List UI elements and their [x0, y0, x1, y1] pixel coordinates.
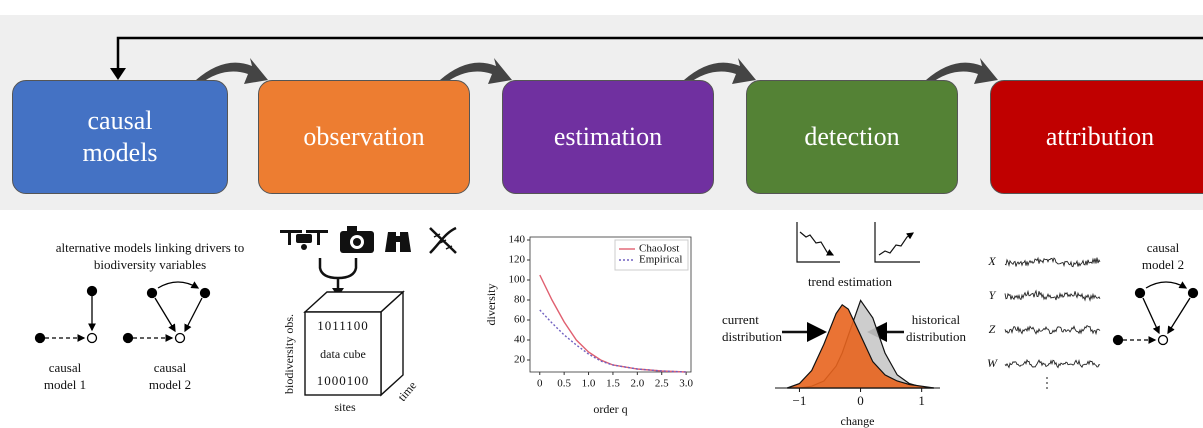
x-axis-label: change: [841, 414, 875, 428]
y-tick-label: 60: [514, 314, 526, 326]
x-axis-label: order q: [593, 402, 627, 416]
variable-label: X: [987, 254, 996, 268]
time-series: [1005, 258, 1100, 368]
observation-icons: [280, 226, 456, 253]
y-axis-label: diversity: [484, 284, 498, 326]
diagram: biodiversity obs. 1011100 data cube 1000…: [0, 0, 1203, 428]
series-line: [1005, 360, 1100, 368]
y-tick-label: 80: [514, 294, 526, 306]
causal-graphs: [36, 282, 1198, 345]
series-annotation: current distribution: [722, 312, 792, 346]
stage-box: observation: [258, 80, 470, 194]
x-tick-label: 0: [537, 378, 543, 390]
x-tick-label: 2.0: [630, 378, 644, 390]
cube-row: 1011100: [317, 318, 369, 333]
stage-box: detection: [746, 80, 958, 194]
x-tick-label: 3.0: [679, 378, 693, 390]
series-annotation: historical distribution: [896, 312, 976, 346]
model-label: causal model 2: [140, 360, 200, 394]
x-tick-label: 1.5: [606, 378, 620, 390]
x-tick-label: 1: [918, 393, 925, 408]
x-tick-label: −1: [793, 393, 807, 408]
series-line: [540, 310, 686, 372]
y-tick-label: 20: [514, 354, 526, 366]
y-tick-label: 40: [514, 334, 526, 346]
x-tick-label: 1.0: [582, 378, 596, 390]
stage-box: attribution: [990, 80, 1203, 194]
trend-icons: [797, 222, 920, 262]
legend-label: Empirical: [639, 254, 682, 266]
cube-y-label: biodiversity obs.: [282, 314, 296, 394]
variable-label: Y: [989, 288, 997, 302]
y-tick-label: 100: [509, 274, 526, 286]
series-line: [1005, 291, 1100, 300]
stage-box: estimation: [502, 80, 714, 194]
variable-label: W: [987, 356, 998, 370]
model-label: causal model 2: [1131, 240, 1195, 274]
variable-label: Z: [989, 322, 996, 336]
cube-x-label: sites: [334, 400, 356, 414]
caption: alternative models linking drivers to bi…: [35, 240, 265, 274]
ellipsis: [1046, 377, 1048, 389]
x-tick-label: 0.5: [557, 378, 571, 390]
stage-box: causal models: [12, 80, 228, 194]
merge-arrow: [320, 258, 356, 292]
y-tick-label: 140: [509, 234, 526, 246]
cube-label: data cube: [320, 347, 366, 361]
model-label: causal model 1: [35, 360, 95, 394]
x-tick-label: 0: [857, 393, 864, 408]
trend-caption: trend estimation: [808, 274, 893, 289]
series-line: [1005, 326, 1100, 334]
y-tick-label: 120: [509, 254, 526, 266]
series-line: [1005, 258, 1100, 267]
series-line: [540, 275, 686, 372]
cube-z-label: time: [395, 379, 419, 404]
cube-row: 1000100: [317, 373, 370, 388]
x-tick-label: 2.5: [655, 378, 669, 390]
